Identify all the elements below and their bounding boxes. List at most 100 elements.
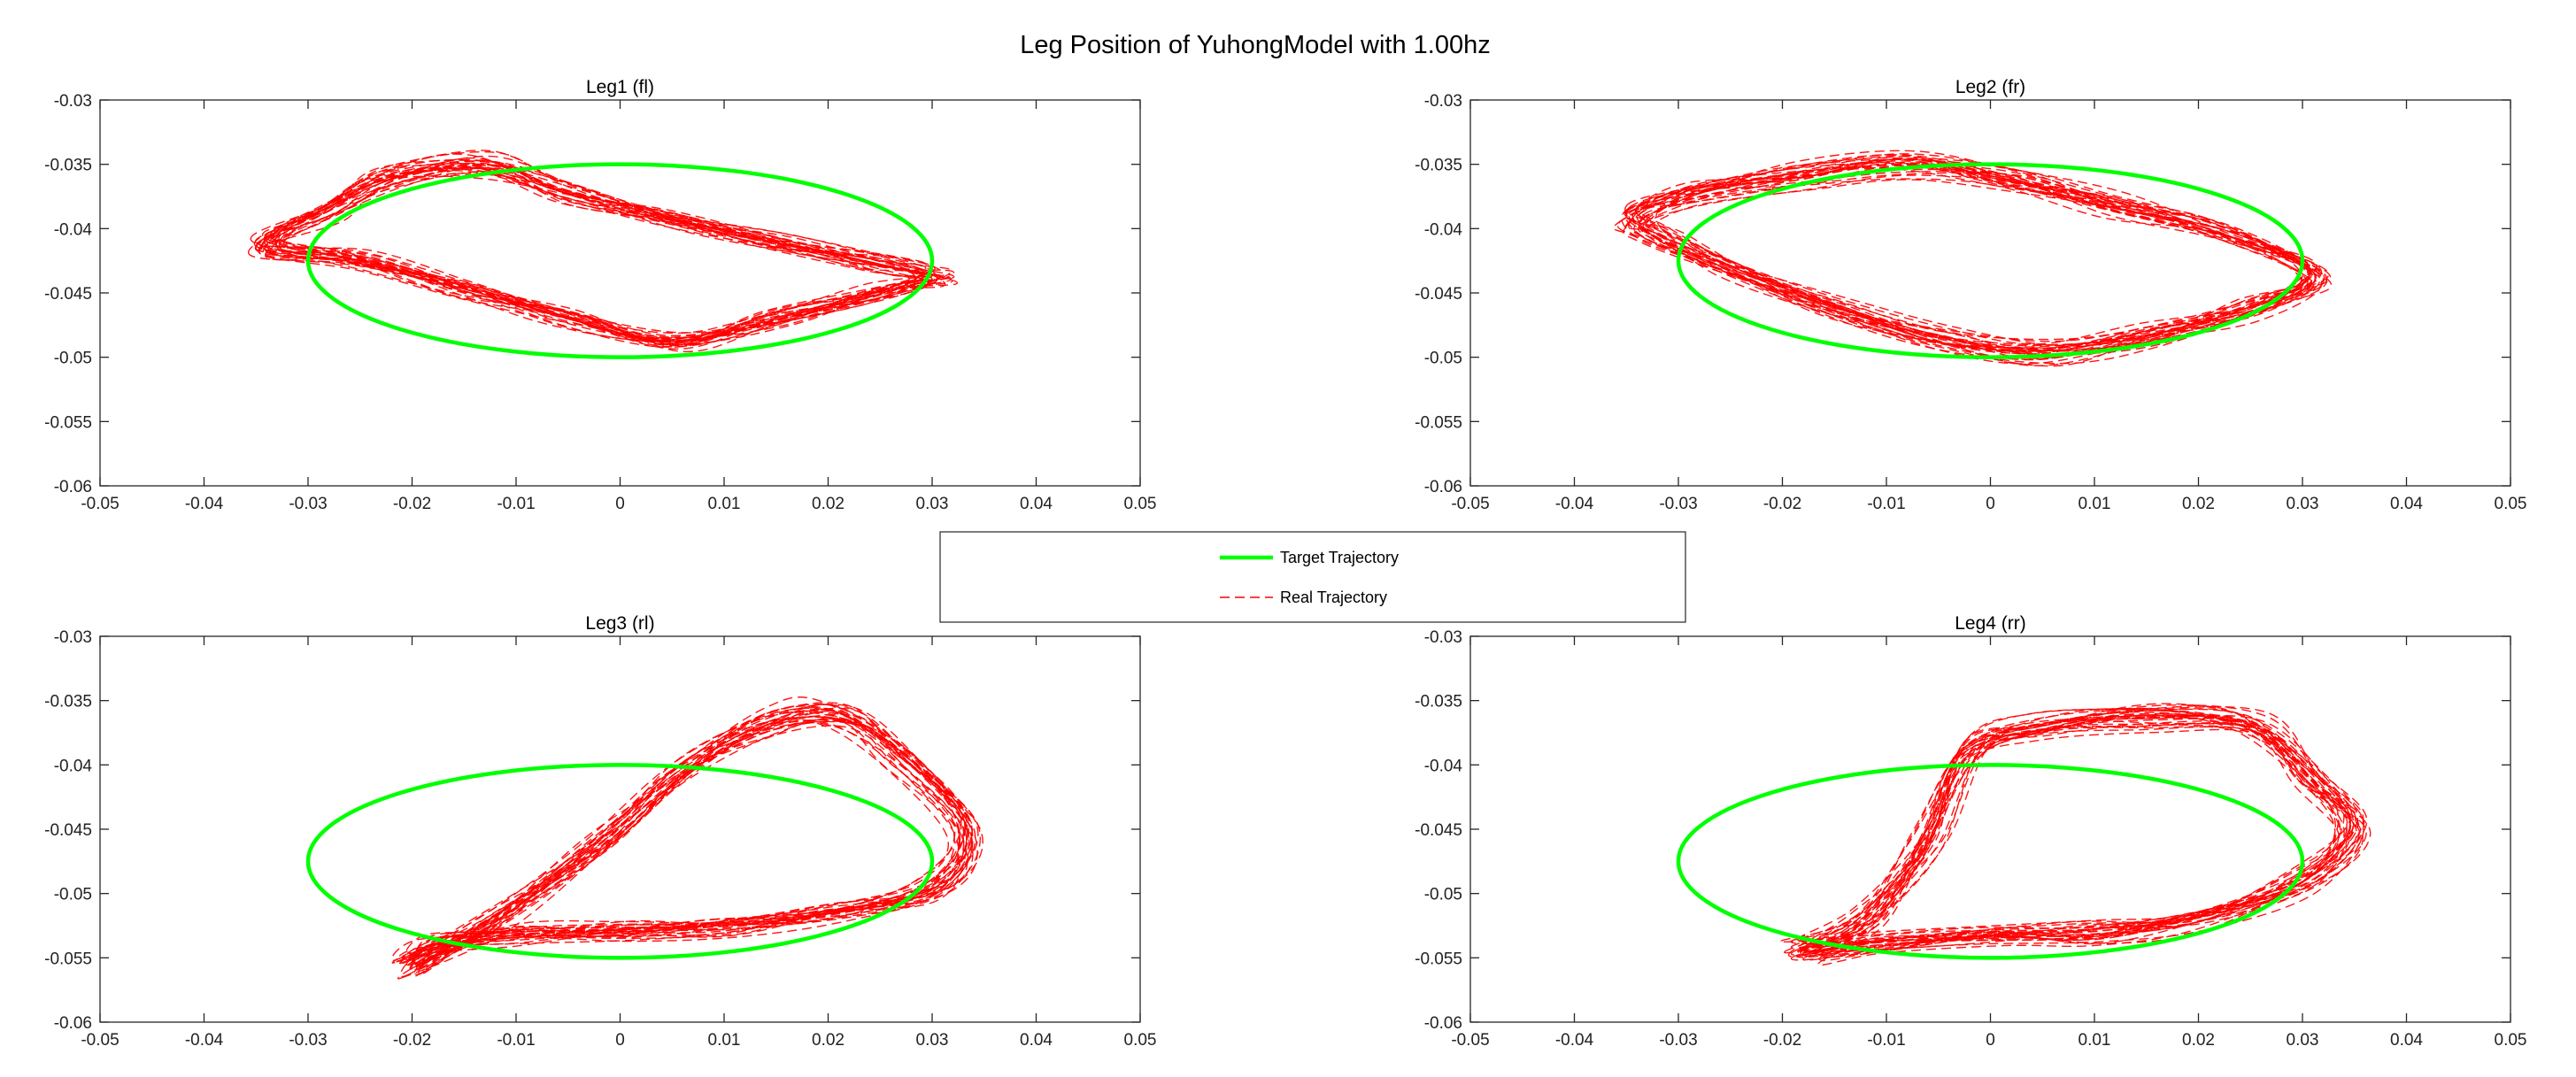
x-tick-label: 0.01 [2079, 1031, 2111, 1050]
plot-area [248, 150, 959, 359]
x-tick-label: -0.04 [1555, 1031, 1594, 1050]
x-tick-label: -0.02 [1763, 495, 1801, 513]
real-trajectory-line [1820, 715, 2363, 958]
y-tick-label: -0.04 [54, 757, 93, 775]
plot-area [305, 696, 983, 980]
real-trajectory-line [1784, 709, 2348, 954]
real-trajectory-line [1813, 705, 2336, 952]
x-tick-label: 0.04 [2390, 495, 2423, 513]
axes-box [99, 99, 1141, 487]
plot-area [1676, 703, 2372, 966]
x-tick-label: -0.03 [1659, 495, 1697, 513]
real-trajectory-line [248, 167, 932, 339]
real-trajectory-line [1633, 162, 2314, 359]
x-tick-label: 0.02 [812, 495, 845, 513]
real-trajectory-line [425, 720, 965, 971]
x-tick-label: -0.04 [1555, 495, 1594, 513]
subplot-leg1: Leg1 (fl) -0.05 -0.04 -0.03 -0.02 -0.01 0 0.01… [44, 77, 1156, 513]
real-trajectory-line [390, 707, 970, 961]
y-tick-label: -0.045 [1415, 285, 1462, 304]
legend-label-real: Real Trajectory [1280, 589, 1387, 606]
x-tick-label: -0.02 [393, 1031, 431, 1050]
x-tick-label: 0.03 [916, 495, 949, 513]
real-trajectory-line [1818, 714, 2354, 962]
real-trajectory-line [275, 167, 925, 336]
x-tick-label: -0.04 [185, 495, 224, 513]
y-tick-label: -0.045 [44, 821, 92, 840]
subplot-title: Leg3 (rl) [585, 613, 654, 634]
target-trajectory-ellipse [305, 763, 935, 960]
y-tick-label: -0.045 [44, 285, 92, 304]
target-trajectory-ellipse [305, 162, 935, 359]
subplot-title: Leg2 (fr) [1955, 77, 2025, 97]
subplot-title: Leg4 (rr) [1955, 613, 2026, 634]
real-trajectory-line [1640, 165, 2316, 349]
real-trajectory-line [269, 155, 953, 342]
y-tick-label: -0.05 [54, 886, 92, 904]
y-tick-label: -0.06 [1424, 478, 1462, 496]
real-trajectory-line [1616, 166, 2322, 352]
real-trajectory-line [397, 712, 968, 980]
real-trajectory-line [1805, 717, 2352, 952]
target-trajectory-ellipse [1676, 763, 2305, 960]
y-tick-label: -0.055 [1415, 950, 1462, 968]
y-tick-label: -0.035 [1415, 157, 1462, 175]
x-tick-label: -0.01 [497, 1031, 535, 1050]
x-tick-label: -0.03 [289, 495, 327, 513]
y-tick-label: -0.045 [1415, 821, 1462, 840]
real-trajectory-line [400, 710, 960, 978]
plot-area [1612, 150, 2333, 367]
real-trajectory-line [282, 173, 946, 342]
real-trajectory-line [1811, 708, 2351, 953]
y-tick-label: -0.04 [1424, 757, 1463, 775]
real-trajectory-line [1642, 179, 2312, 355]
real-trajectory-line [412, 719, 949, 971]
y-tick-label: -0.05 [54, 350, 92, 368]
real-trajectory-line [1624, 157, 2317, 350]
y-tick-label: -0.06 [1424, 1014, 1462, 1033]
x-tick-label: 0.02 [812, 1031, 845, 1050]
real-trajectory-line [1799, 726, 2351, 952]
x-tick-label: 0.05 [2495, 495, 2527, 513]
real-trajectory-line [263, 150, 931, 350]
axes-box [1469, 99, 2511, 487]
x-tick-label: -0.05 [81, 1031, 119, 1050]
x-tick-label: -0.01 [1867, 495, 1905, 513]
real-trajectory-line [409, 709, 974, 960]
x-tick-label: 0.03 [2287, 1031, 2319, 1050]
x-tick-label: -0.01 [497, 495, 535, 513]
x-tick-label: 0.03 [916, 1031, 949, 1050]
y-tick-label: -0.03 [1424, 628, 1462, 647]
real-trajectory-line [1812, 723, 2368, 948]
real-trajectory-line [1790, 713, 2345, 961]
real-trajectory-line [1806, 710, 2348, 948]
real-trajectory-line [1791, 703, 2358, 950]
real-trajectory-line [391, 710, 966, 964]
real-trajectory-line [409, 719, 955, 970]
x-tick-label: 0.01 [2079, 495, 2111, 513]
x-tick-label: 0.03 [2287, 495, 2319, 513]
y-tick-label: -0.035 [44, 157, 92, 175]
real-trajectory-line [1625, 158, 2306, 361]
x-tick-label: 0.02 [2182, 495, 2215, 513]
legend: Target Trajectory Real Trajectory [939, 531, 1686, 623]
x-tick-label: 0.01 [708, 1031, 741, 1050]
x-tick-label: 0 [615, 495, 625, 513]
y-tick-label: -0.055 [44, 950, 92, 968]
subplot-leg4: Leg4 (rr) -0.05 -0.04 -0.03 -0.02 -0.01 0 0.01… [1415, 613, 2526, 1050]
x-tick-label: 0.01 [708, 495, 741, 513]
x-tick-label: 0.04 [2390, 1031, 2423, 1050]
y-tick-label: -0.06 [54, 478, 92, 496]
x-tick-label: 0.05 [1124, 1031, 1157, 1050]
x-tick-label: 0 [1986, 495, 1995, 513]
x-tick-label: -0.04 [185, 1031, 224, 1050]
real-trajectory-line [1805, 704, 2364, 952]
y-tick-label: -0.05 [1424, 350, 1462, 368]
real-trajectory-line [1801, 718, 2364, 952]
subplot-leg3: Leg3 (rl) -0.05 -0.04 -0.03 -0.02 -0.01 0 0.01… [44, 613, 1156, 1050]
x-tick-label: -0.03 [289, 1031, 327, 1050]
figure-title: Leg Position of YuhongModel with 1.00hz [1020, 31, 1491, 59]
y-tick-label: -0.04 [54, 220, 93, 239]
real-trajectory-line [275, 167, 916, 340]
x-tick-label: -0.02 [1763, 1031, 1801, 1050]
